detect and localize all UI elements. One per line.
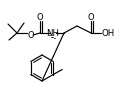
Text: NH: NH	[47, 29, 59, 38]
Text: OH: OH	[101, 29, 115, 38]
Text: O: O	[37, 13, 43, 22]
Text: O: O	[28, 32, 34, 41]
Text: O: O	[88, 13, 94, 22]
